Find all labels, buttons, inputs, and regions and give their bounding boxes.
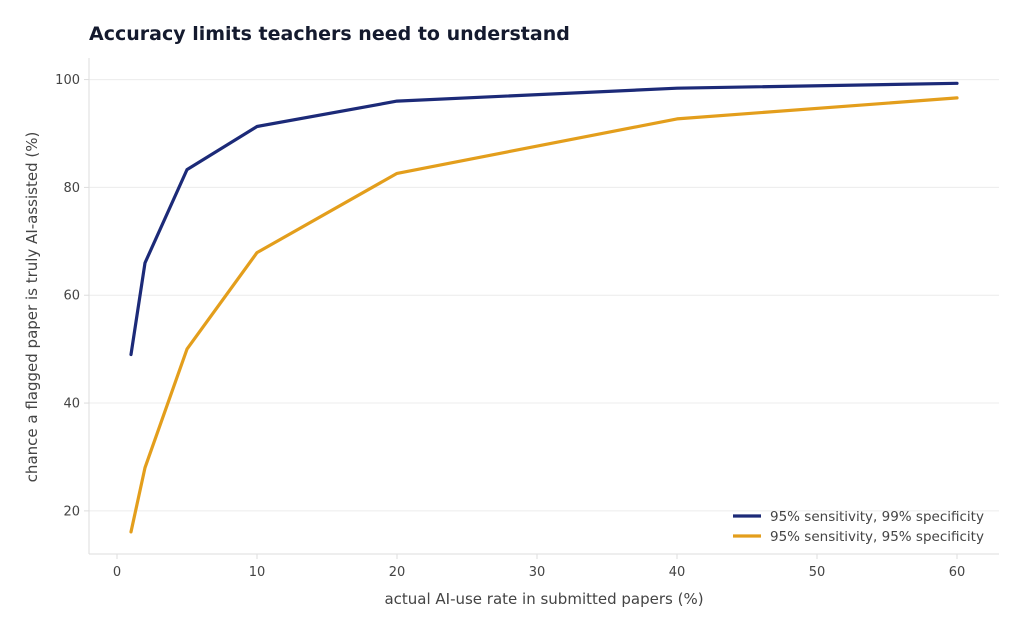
- gridlines: [89, 79, 999, 512]
- legend: 95% sensitivity, 99% specificity 95% sens…: [733, 509, 984, 545]
- y-tick-label: 80: [63, 181, 80, 196]
- x-axis-label: actual AI-use rate in submitted papers (…: [384, 590, 703, 608]
- x-tick-label: 40: [669, 565, 686, 580]
- axes: [88, 58, 999, 555]
- x-tick-label: 20: [389, 565, 406, 580]
- chart-title: Accuracy limits teachers need to underst…: [89, 23, 570, 45]
- legend-label: 95% sensitivity, 99% specificity: [770, 509, 984, 525]
- x-tick-label: 30: [529, 565, 546, 580]
- series-line-1: [129, 81, 959, 357]
- y-tick-label: 20: [63, 504, 80, 519]
- y-axis-label: chance a flagged paper is truly AI-assis…: [23, 132, 41, 483]
- y-axis: 20 40 60 80 100: [55, 73, 89, 519]
- x-tick-label: 0: [113, 565, 121, 580]
- series-line-2: [129, 96, 959, 534]
- x-axis: 0 10 20 30 40 50 60: [113, 554, 965, 580]
- plot-area: [129, 81, 959, 534]
- x-tick-label: 10: [249, 565, 266, 580]
- y-tick-label: 100: [55, 73, 80, 88]
- x-tick-label: 60: [949, 565, 966, 580]
- x-tick-label: 50: [809, 565, 826, 580]
- legend-label: 95% sensitivity, 95% specificity: [770, 529, 984, 545]
- y-tick-label: 60: [63, 289, 80, 304]
- y-tick-label: 40: [63, 397, 80, 412]
